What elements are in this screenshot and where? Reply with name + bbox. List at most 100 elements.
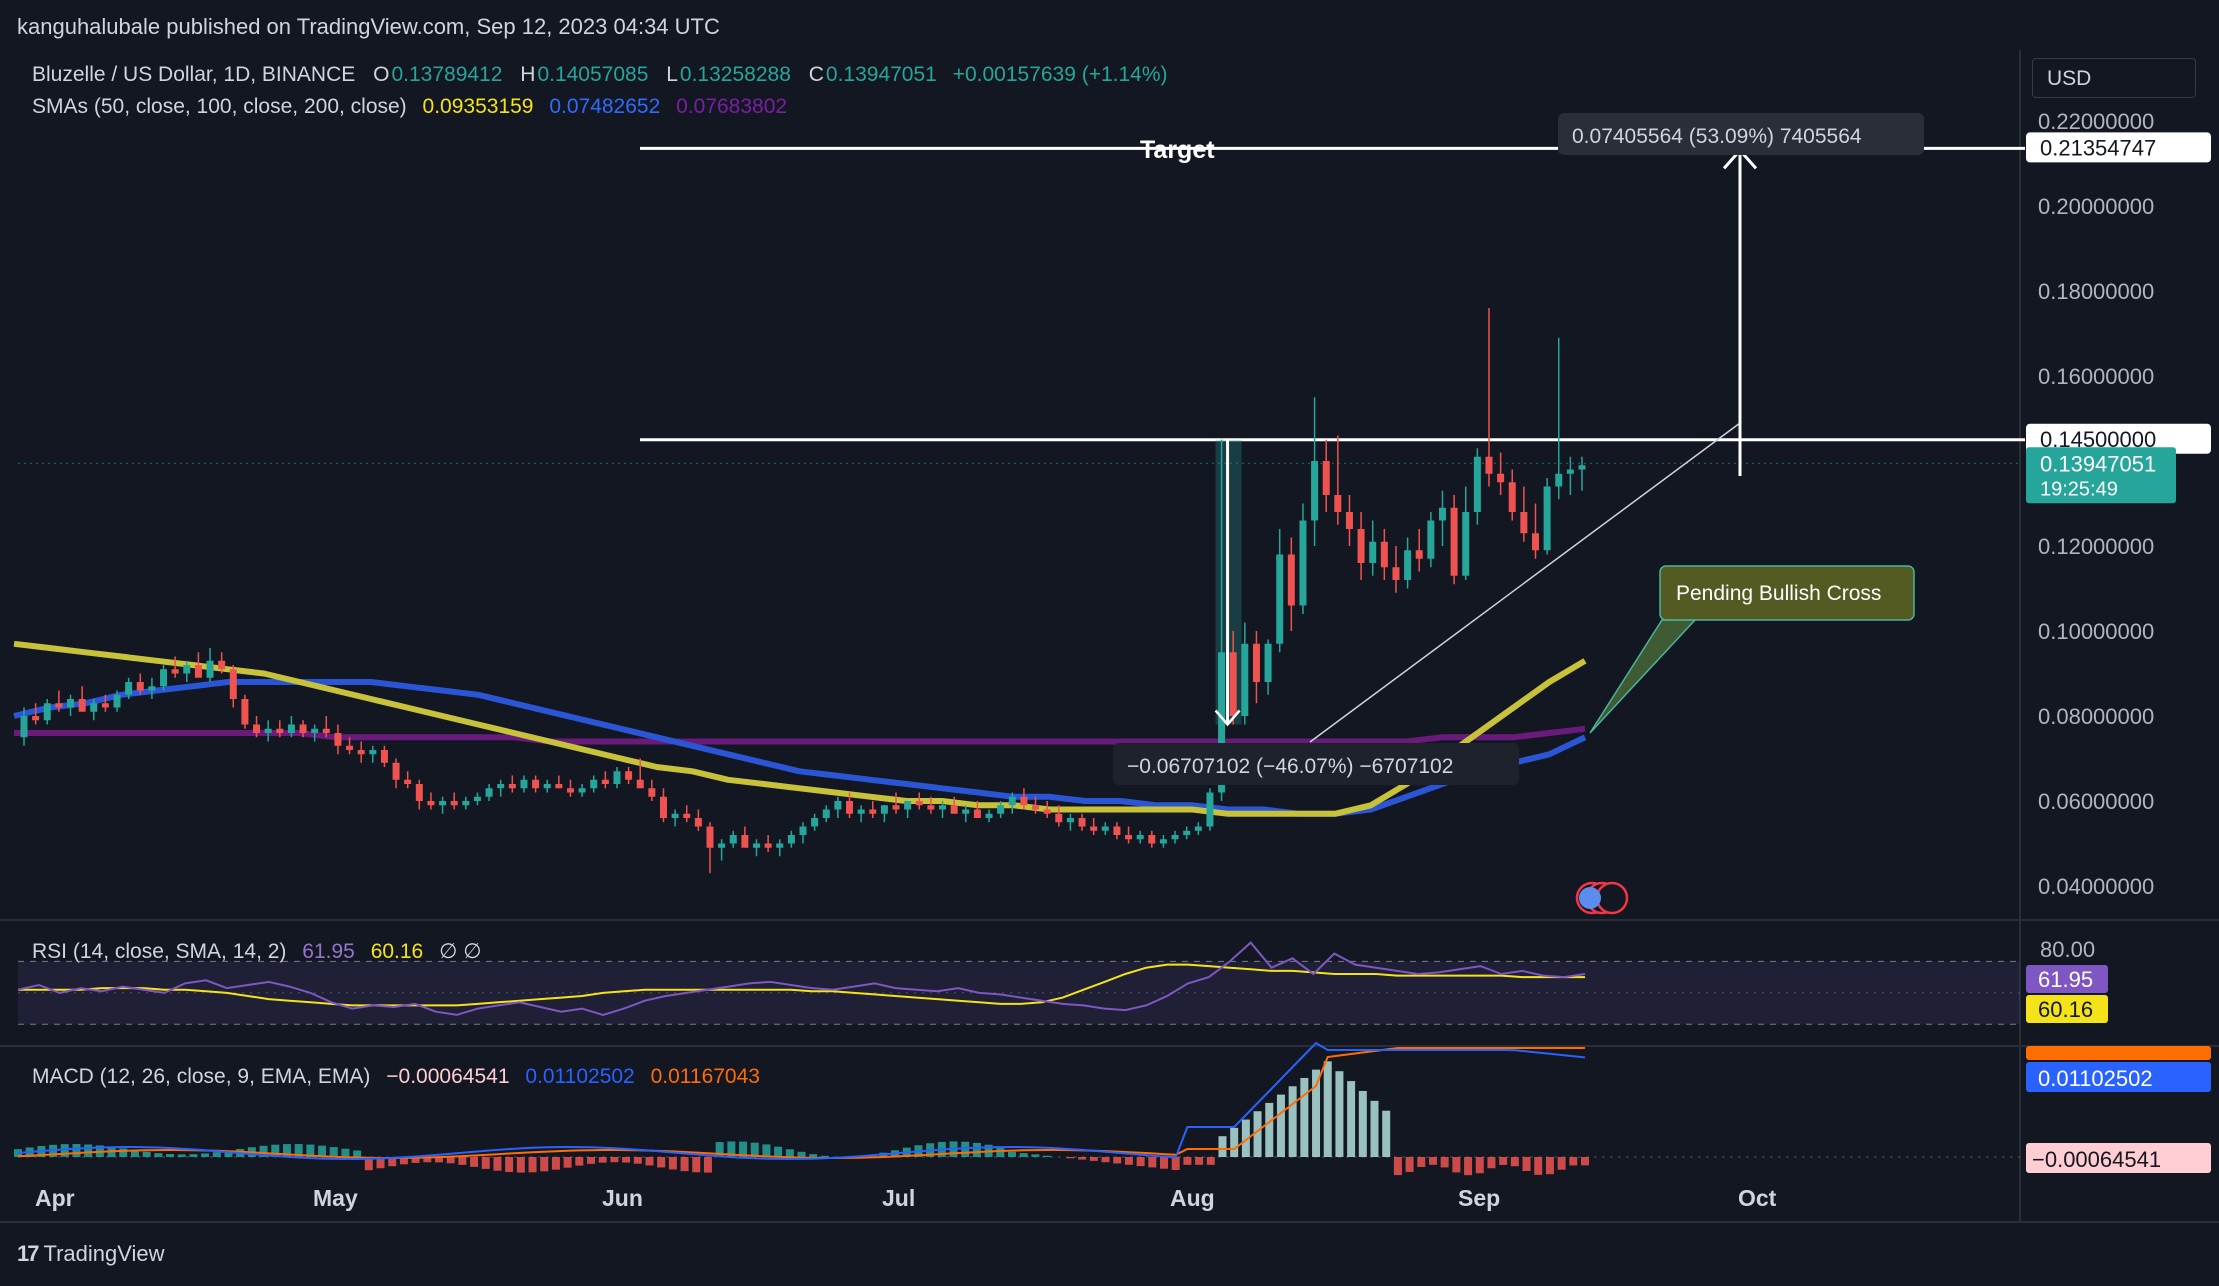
- macd-histogram-bar: [1428, 1157, 1437, 1165]
- candle-body: [1485, 456, 1493, 474]
- macd-histogram-bar: [645, 1157, 654, 1166]
- macd-histogram-bar: [1510, 1157, 1519, 1167]
- macd-histogram-bar: [551, 1157, 560, 1170]
- macd-signal-value-bg: [2026, 1046, 2211, 1060]
- macd-histogram-bar: [177, 1154, 186, 1157]
- measure-down-label-bg: [1113, 743, 1519, 785]
- candle-body: [776, 843, 784, 848]
- candle-body: [799, 826, 807, 835]
- macd-value: 0.01102502: [525, 1065, 635, 1088]
- macd-histogram-bar: [142, 1151, 151, 1157]
- macd-histogram-bar: [1101, 1157, 1110, 1163]
- currency-selector[interactable]: USD: [2032, 58, 2196, 98]
- macd-histogram-bar: [1171, 1157, 1180, 1170]
- macd-histogram-bar: [1335, 1071, 1344, 1157]
- macd-histogram-bar: [1276, 1094, 1285, 1157]
- macd-histogram-bar: [961, 1141, 970, 1157]
- sma-label[interactable]: SMAs (50, close, 100, close, 200, close): [32, 95, 407, 118]
- candle-body: [950, 805, 958, 814]
- candle-body: [1578, 465, 1586, 470]
- macd-histogram-bar: [481, 1157, 490, 1169]
- candle-body: [357, 750, 365, 755]
- candle-body: [985, 813, 993, 818]
- macd-histogram-bar: [692, 1157, 701, 1173]
- macd-histogram-bar: [1300, 1077, 1309, 1157]
- last-price-label-bg: [2026, 447, 2176, 504]
- macd-histogram-bar: [797, 1151, 806, 1157]
- candle-body: [671, 813, 679, 818]
- sma200-line: [14, 725, 1586, 745]
- macd-histogram-bar: [1148, 1157, 1157, 1168]
- candle-body: [520, 779, 528, 789]
- candle-body: [927, 805, 935, 810]
- rsi-label[interactable]: RSI (14, close, SMA, 14, 2): [32, 940, 287, 963]
- candle-body: [962, 809, 970, 814]
- macd-histogram-bar: [271, 1144, 280, 1157]
- brand-name: TradingView: [43, 1241, 165, 1266]
- macd-histogram-bar: [1393, 1157, 1402, 1176]
- candle-body: [1322, 461, 1330, 495]
- candle-body: [1380, 541, 1388, 568]
- macd-histogram-bar: [563, 1157, 572, 1168]
- macd-histogram-bar: [388, 1157, 397, 1167]
- rsi-extra: ∅ ∅: [439, 940, 482, 963]
- candle-body: [729, 835, 737, 844]
- candle-body: [811, 818, 819, 827]
- macd-histogram-bar: [318, 1145, 327, 1157]
- header-bar: kanguhalubale published on TradingView.c…: [0, 0, 2219, 50]
- candle-body: [1287, 554, 1295, 606]
- macd-signal-line: [17, 1047, 1585, 1159]
- target-label: Target: [1140, 136, 1215, 164]
- candle-body: [532, 779, 540, 789]
- macd-histogram-bar: [341, 1148, 350, 1157]
- candle-body: [1206, 792, 1214, 827]
- publisher-line: kanguhalubale published on TradingView.c…: [17, 14, 720, 39]
- price-tick-label: 0.06000000: [2038, 789, 2154, 814]
- candle-body: [1566, 469, 1574, 474]
- macd-histogram-bar: [1113, 1157, 1122, 1164]
- candle-body: [508, 784, 516, 789]
- candle-body: [415, 784, 423, 801]
- last-price-label: 0.13947051: [2040, 451, 2156, 476]
- rsi-sma-value: 60.16: [370, 940, 424, 963]
- macd-histogram-bar: [411, 1157, 420, 1163]
- target-price-label: 0.21354747: [2040, 135, 2156, 160]
- macd-histogram-bar: [212, 1152, 221, 1157]
- candle-body: [78, 699, 86, 712]
- macd-label[interactable]: MACD (12, 26, close, 9, EMA, EMA): [32, 1065, 371, 1088]
- macd-histogram-bar: [1534, 1157, 1543, 1175]
- ascending-trendline: [1309, 422, 1741, 743]
- macd-histogram-bar: [1253, 1111, 1262, 1157]
- candle-body: [846, 801, 854, 814]
- candle-body: [392, 762, 400, 780]
- candle-body: [555, 784, 563, 789]
- price-tick-label: 0.08000000: [2038, 704, 2154, 729]
- macd-histogram-bar: [1499, 1157, 1508, 1165]
- measure-up-label: 0.07405564 (53.09%) 7405564: [1572, 125, 1862, 148]
- tradingview-logo[interactable]: 17 TradingView: [17, 1241, 165, 1267]
- macd-histogram-bar: [1136, 1157, 1145, 1167]
- macd-histogram-bar: [1078, 1157, 1087, 1160]
- candle-body: [276, 728, 284, 733]
- symbol-legend: Bluzelle / US Dollar, 1D, BINANCE O0.137…: [32, 63, 1170, 87]
- macd-histogram-bar: [762, 1144, 771, 1157]
- candle-body: [462, 801, 470, 806]
- candle-body: [1183, 830, 1191, 835]
- candle-body: [427, 801, 435, 806]
- macd-histogram-bar: [972, 1142, 981, 1157]
- macd-histogram-bar: [540, 1157, 549, 1172]
- candle-body: [229, 669, 237, 699]
- candle-body: [869, 809, 877, 814]
- candle-body: [90, 703, 98, 712]
- rsi-value-bg: [2026, 965, 2108, 993]
- macd-legend: MACD (12, 26, close, 9, EMA, EMA) −0.000…: [32, 1065, 762, 1089]
- macd-histogram-bar: [14, 1149, 22, 1157]
- candle-body: [1427, 520, 1435, 559]
- candle-body: [485, 788, 493, 797]
- sma50-line: [13, 640, 1587, 817]
- candle-body: [1101, 826, 1109, 831]
- candle-body: [590, 779, 598, 789]
- candle-body: [183, 665, 191, 674]
- symbol-name[interactable]: Bluzelle / US Dollar, 1D, BINANCE: [32, 63, 356, 86]
